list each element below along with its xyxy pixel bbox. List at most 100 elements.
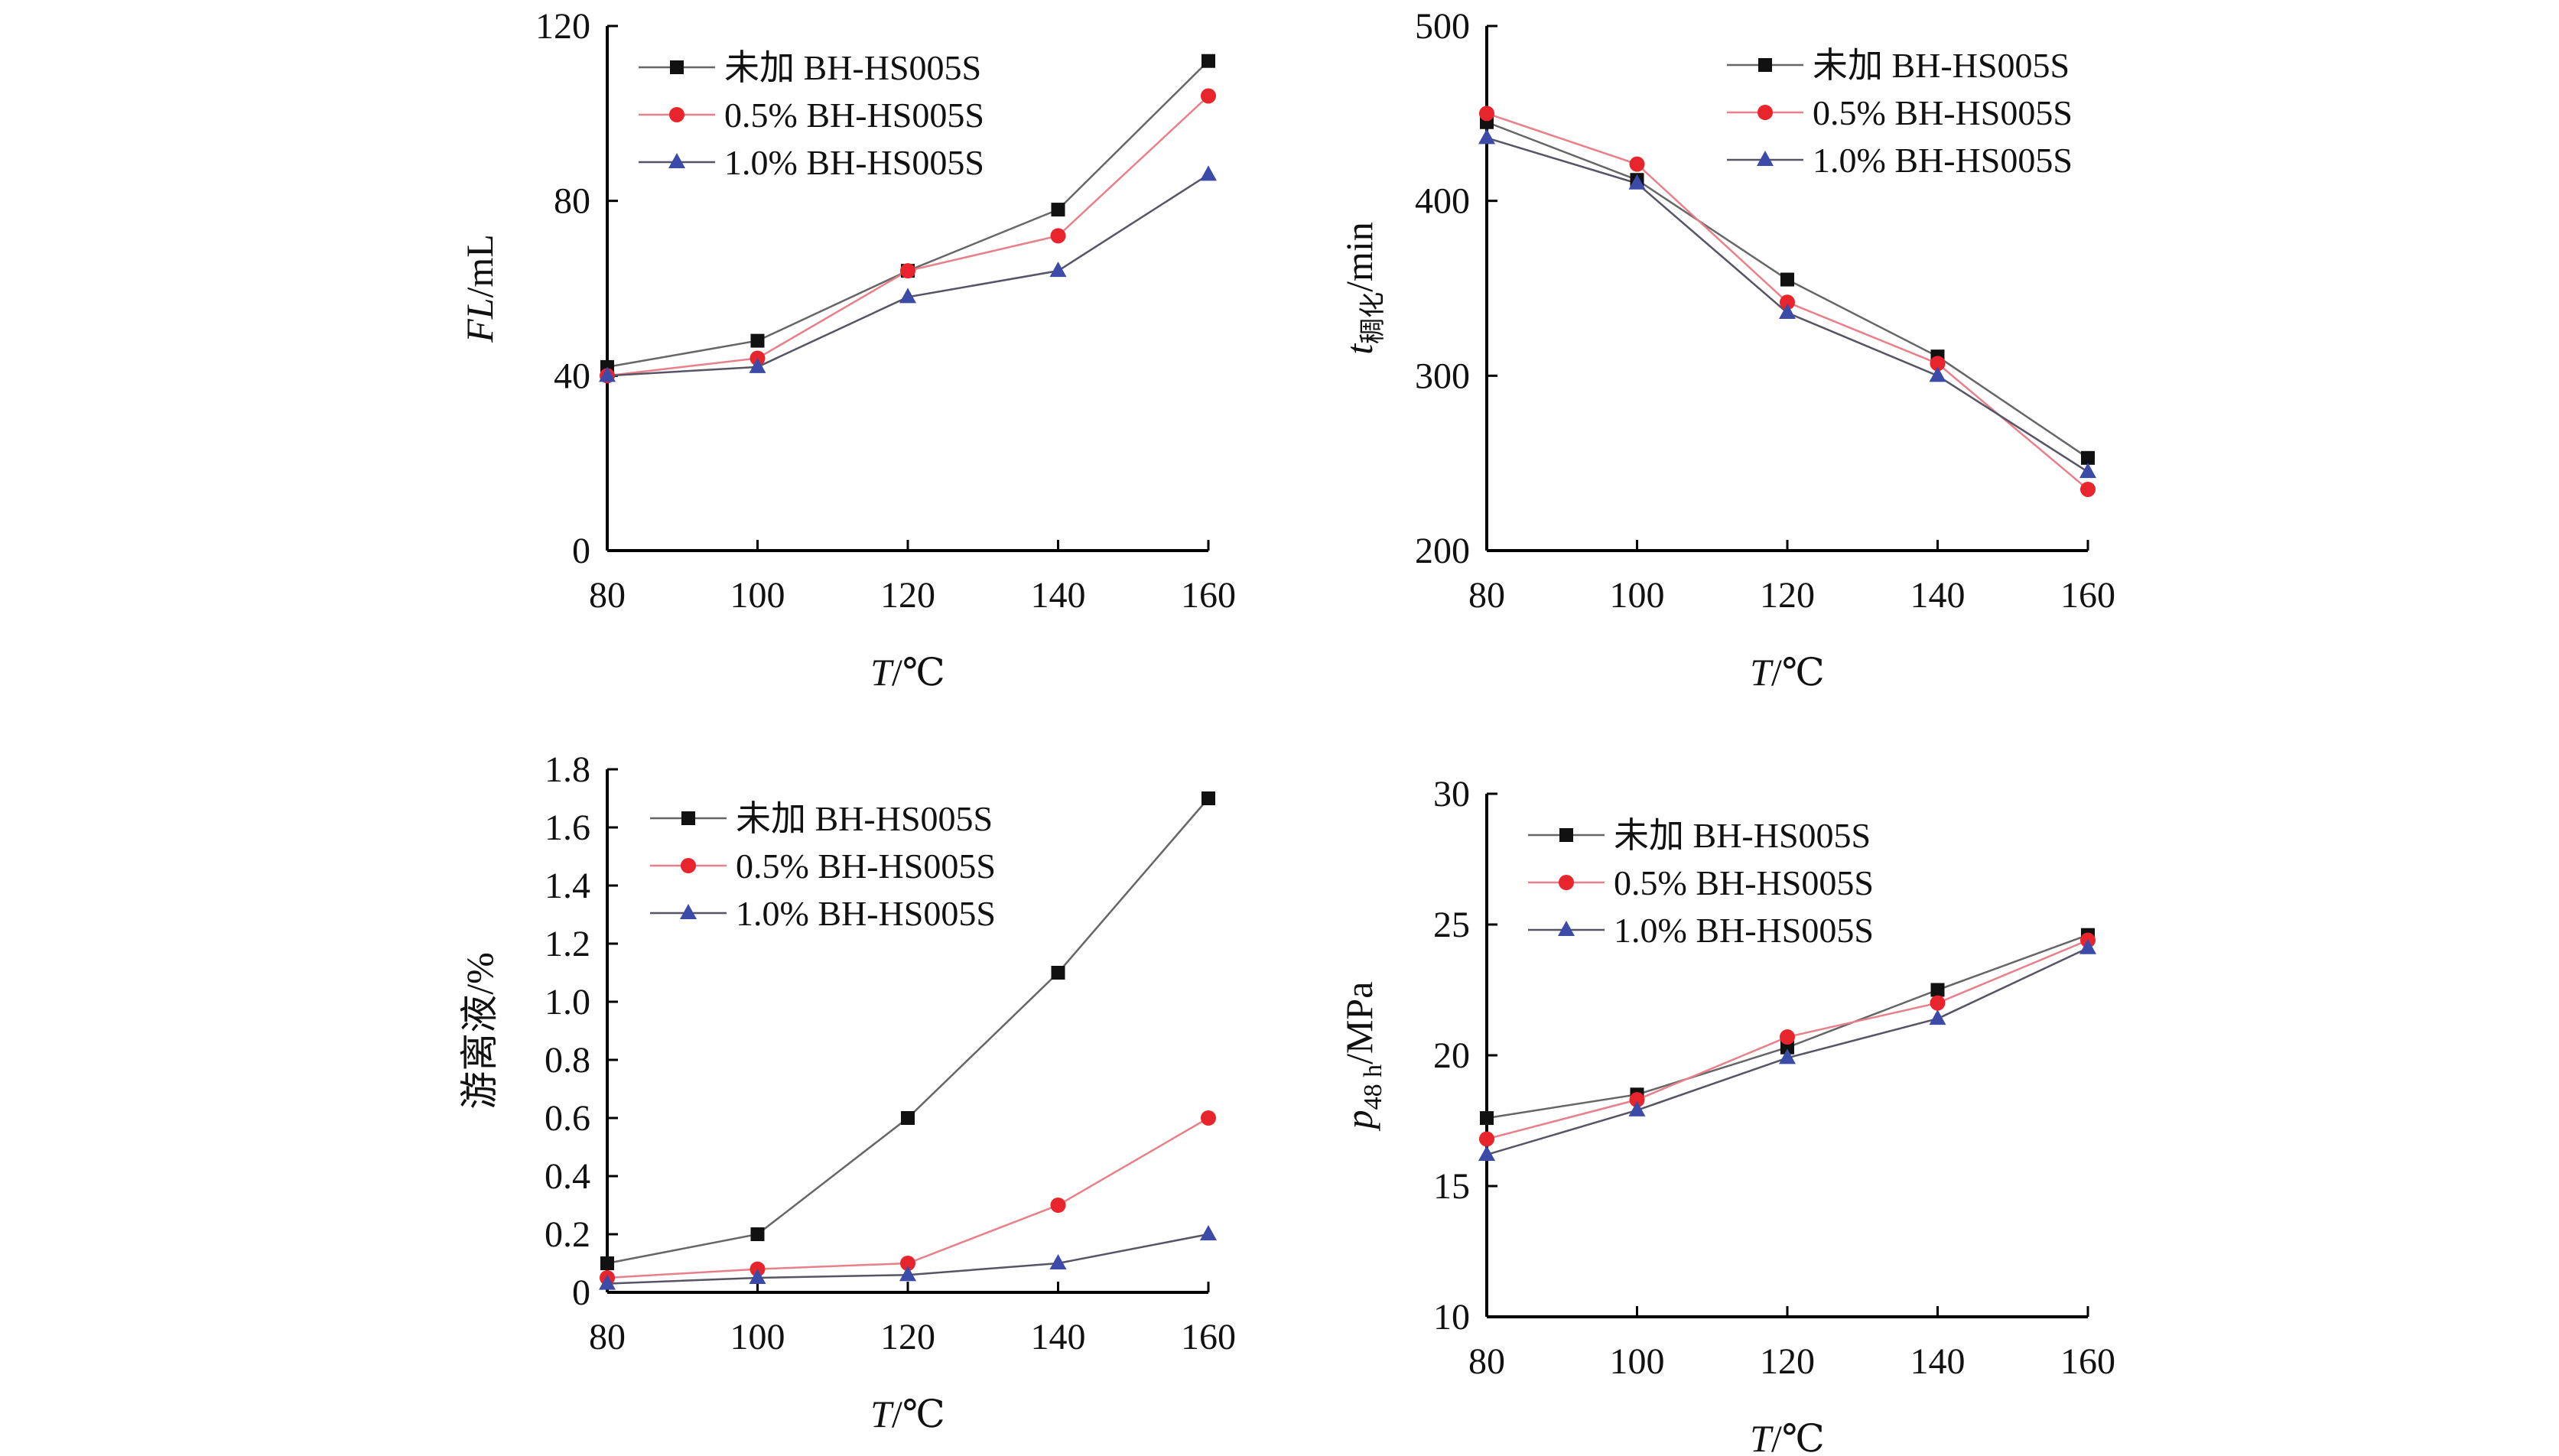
- panel-filtration-loss: 0 40 80 120 80 100 120 140 160 T/℃ FL/mL 未加 BH-HS00…: [458, 6, 1236, 694]
- data-point: [1049, 1254, 1067, 1269]
- legend-marker: [670, 60, 684, 74]
- y-tick-label: 1.6: [545, 808, 590, 848]
- data-point: [900, 1256, 915, 1271]
- legend-label: 1.0% BH-HS005S: [724, 143, 984, 182]
- data-point: [1049, 262, 1067, 278]
- y-tick-label: 400: [1415, 181, 1470, 222]
- data-point: [1929, 366, 1946, 382]
- data-point: [1628, 174, 1646, 190]
- data-point: [1780, 1040, 1794, 1055]
- x-tick-label: 160: [2060, 575, 2115, 616]
- data-point: [1201, 88, 1216, 104]
- y-tick-label: 1.0: [545, 982, 590, 1022]
- x-tick-label: 100: [730, 1317, 785, 1357]
- legend-label: 未加 BH-HS005S: [736, 799, 993, 838]
- data-point: [1478, 128, 1495, 145]
- x-tick-label: 80: [1468, 1341, 1505, 1382]
- data-point: [900, 263, 915, 279]
- y-tick-label: 10: [1433, 1297, 1470, 1337]
- y-tick-label: 120: [535, 6, 590, 47]
- data-point: [1200, 1225, 1217, 1240]
- data-point: [1629, 1092, 1645, 1108]
- y-axis-label: 游离液/%: [458, 952, 501, 1110]
- data-point: [599, 1274, 616, 1290]
- data-point: [1478, 1145, 1495, 1161]
- y-tick-label: 30: [1433, 774, 1470, 814]
- y-tick-label: 0.4: [545, 1156, 590, 1197]
- data-point: [1050, 1198, 1066, 1213]
- legend-label: 1.0% BH-HS005S: [1614, 911, 1874, 950]
- y-tick-label: 200: [1415, 531, 1470, 571]
- y-tick-label: 0.2: [545, 1214, 590, 1255]
- data-point: [600, 1256, 614, 1270]
- data-point: [749, 1269, 766, 1284]
- panel-thickening-time: 200 300 400 500 80 100 120 140 160 T/℃ t稠化/min 未加 B…: [1338, 6, 2115, 694]
- x-tick-label: 160: [1181, 575, 1236, 616]
- y-tick-label: 1.4: [545, 866, 590, 906]
- legend-marker: [681, 811, 695, 825]
- x-tick-label: 120: [1760, 1341, 1815, 1382]
- legend-label: 0.5% BH-HS005S: [1614, 863, 1874, 902]
- x-tick-label: 80: [1468, 575, 1505, 616]
- data-point: [1480, 1111, 1494, 1126]
- data-point: [1050, 228, 1066, 244]
- data-point: [599, 366, 616, 382]
- legend-label: 未加 BH-HS005S: [724, 48, 981, 87]
- y-tick-label: 0.6: [545, 1098, 590, 1139]
- data-point: [1201, 54, 1215, 68]
- y-tick-label: 300: [1415, 356, 1470, 396]
- legend-marker: [669, 107, 684, 122]
- legend-marker: [681, 858, 696, 873]
- data-point: [1051, 203, 1065, 217]
- data-point: [749, 357, 766, 373]
- x-tick-label: 140: [1031, 1317, 1086, 1357]
- legend-label: 未加 BH-HS005S: [1614, 816, 1871, 855]
- series-line-1: [1486, 934, 2089, 1120]
- y-axis-label: FL/mL: [458, 234, 501, 343]
- y-tick-label: 80: [554, 181, 590, 222]
- data-point: [1780, 272, 1794, 287]
- legend-marker: [1758, 58, 1772, 72]
- legend-marker: [668, 153, 685, 168]
- x-tick-label: 160: [1181, 1317, 1236, 1357]
- x-tick-label: 120: [880, 575, 935, 616]
- data-point: [1479, 106, 1494, 122]
- x-tick-label: 140: [1031, 575, 1086, 616]
- y-tick-label: 40: [554, 356, 590, 396]
- x-axis-label: T/℃: [1750, 1417, 1825, 1456]
- data-point: [2081, 450, 2095, 465]
- data-point: [1780, 1029, 1795, 1045]
- data-point: [1201, 791, 1215, 805]
- series-line-2: [606, 1116, 1209, 1279]
- legend-label: 1.0% BH-HS005S: [736, 894, 996, 933]
- legend-marker: [1558, 921, 1575, 936]
- legend-label: 1.0% BH-HS005S: [1813, 141, 2073, 180]
- x-tick-label: 100: [1610, 1341, 1665, 1382]
- data-point: [1200, 165, 1217, 181]
- y-tick-label: 25: [1433, 905, 1470, 945]
- x-tick-label: 80: [589, 575, 626, 616]
- x-axis-label: T/℃: [870, 651, 945, 694]
- y-tick-label: 1.8: [545, 749, 590, 790]
- data-point: [1201, 1110, 1216, 1126]
- data-point: [750, 333, 765, 348]
- x-tick-label: 120: [1760, 575, 1815, 616]
- x-tick-label: 100: [730, 575, 785, 616]
- data-point: [1780, 294, 1795, 310]
- y-tick-label: 0: [572, 531, 590, 571]
- data-point: [750, 1227, 765, 1241]
- x-tick-label: 140: [1910, 1341, 1966, 1382]
- data-point: [2080, 481, 2096, 497]
- legend-label: 0.5% BH-HS005S: [736, 847, 996, 886]
- data-point: [1779, 1048, 1796, 1064]
- data-point: [1051, 966, 1065, 980]
- legend-marker: [1757, 105, 1773, 120]
- data-point: [899, 288, 916, 304]
- x-tick-label: 160: [2060, 1341, 2115, 1382]
- x-tick-label: 100: [1610, 575, 1665, 616]
- legend-marker: [1757, 151, 1774, 166]
- y-tick-label: 500: [1415, 6, 1470, 47]
- data-point: [1479, 1131, 1494, 1147]
- y-tick-label: 0.8: [545, 1040, 590, 1081]
- series-line-2: [606, 95, 1209, 377]
